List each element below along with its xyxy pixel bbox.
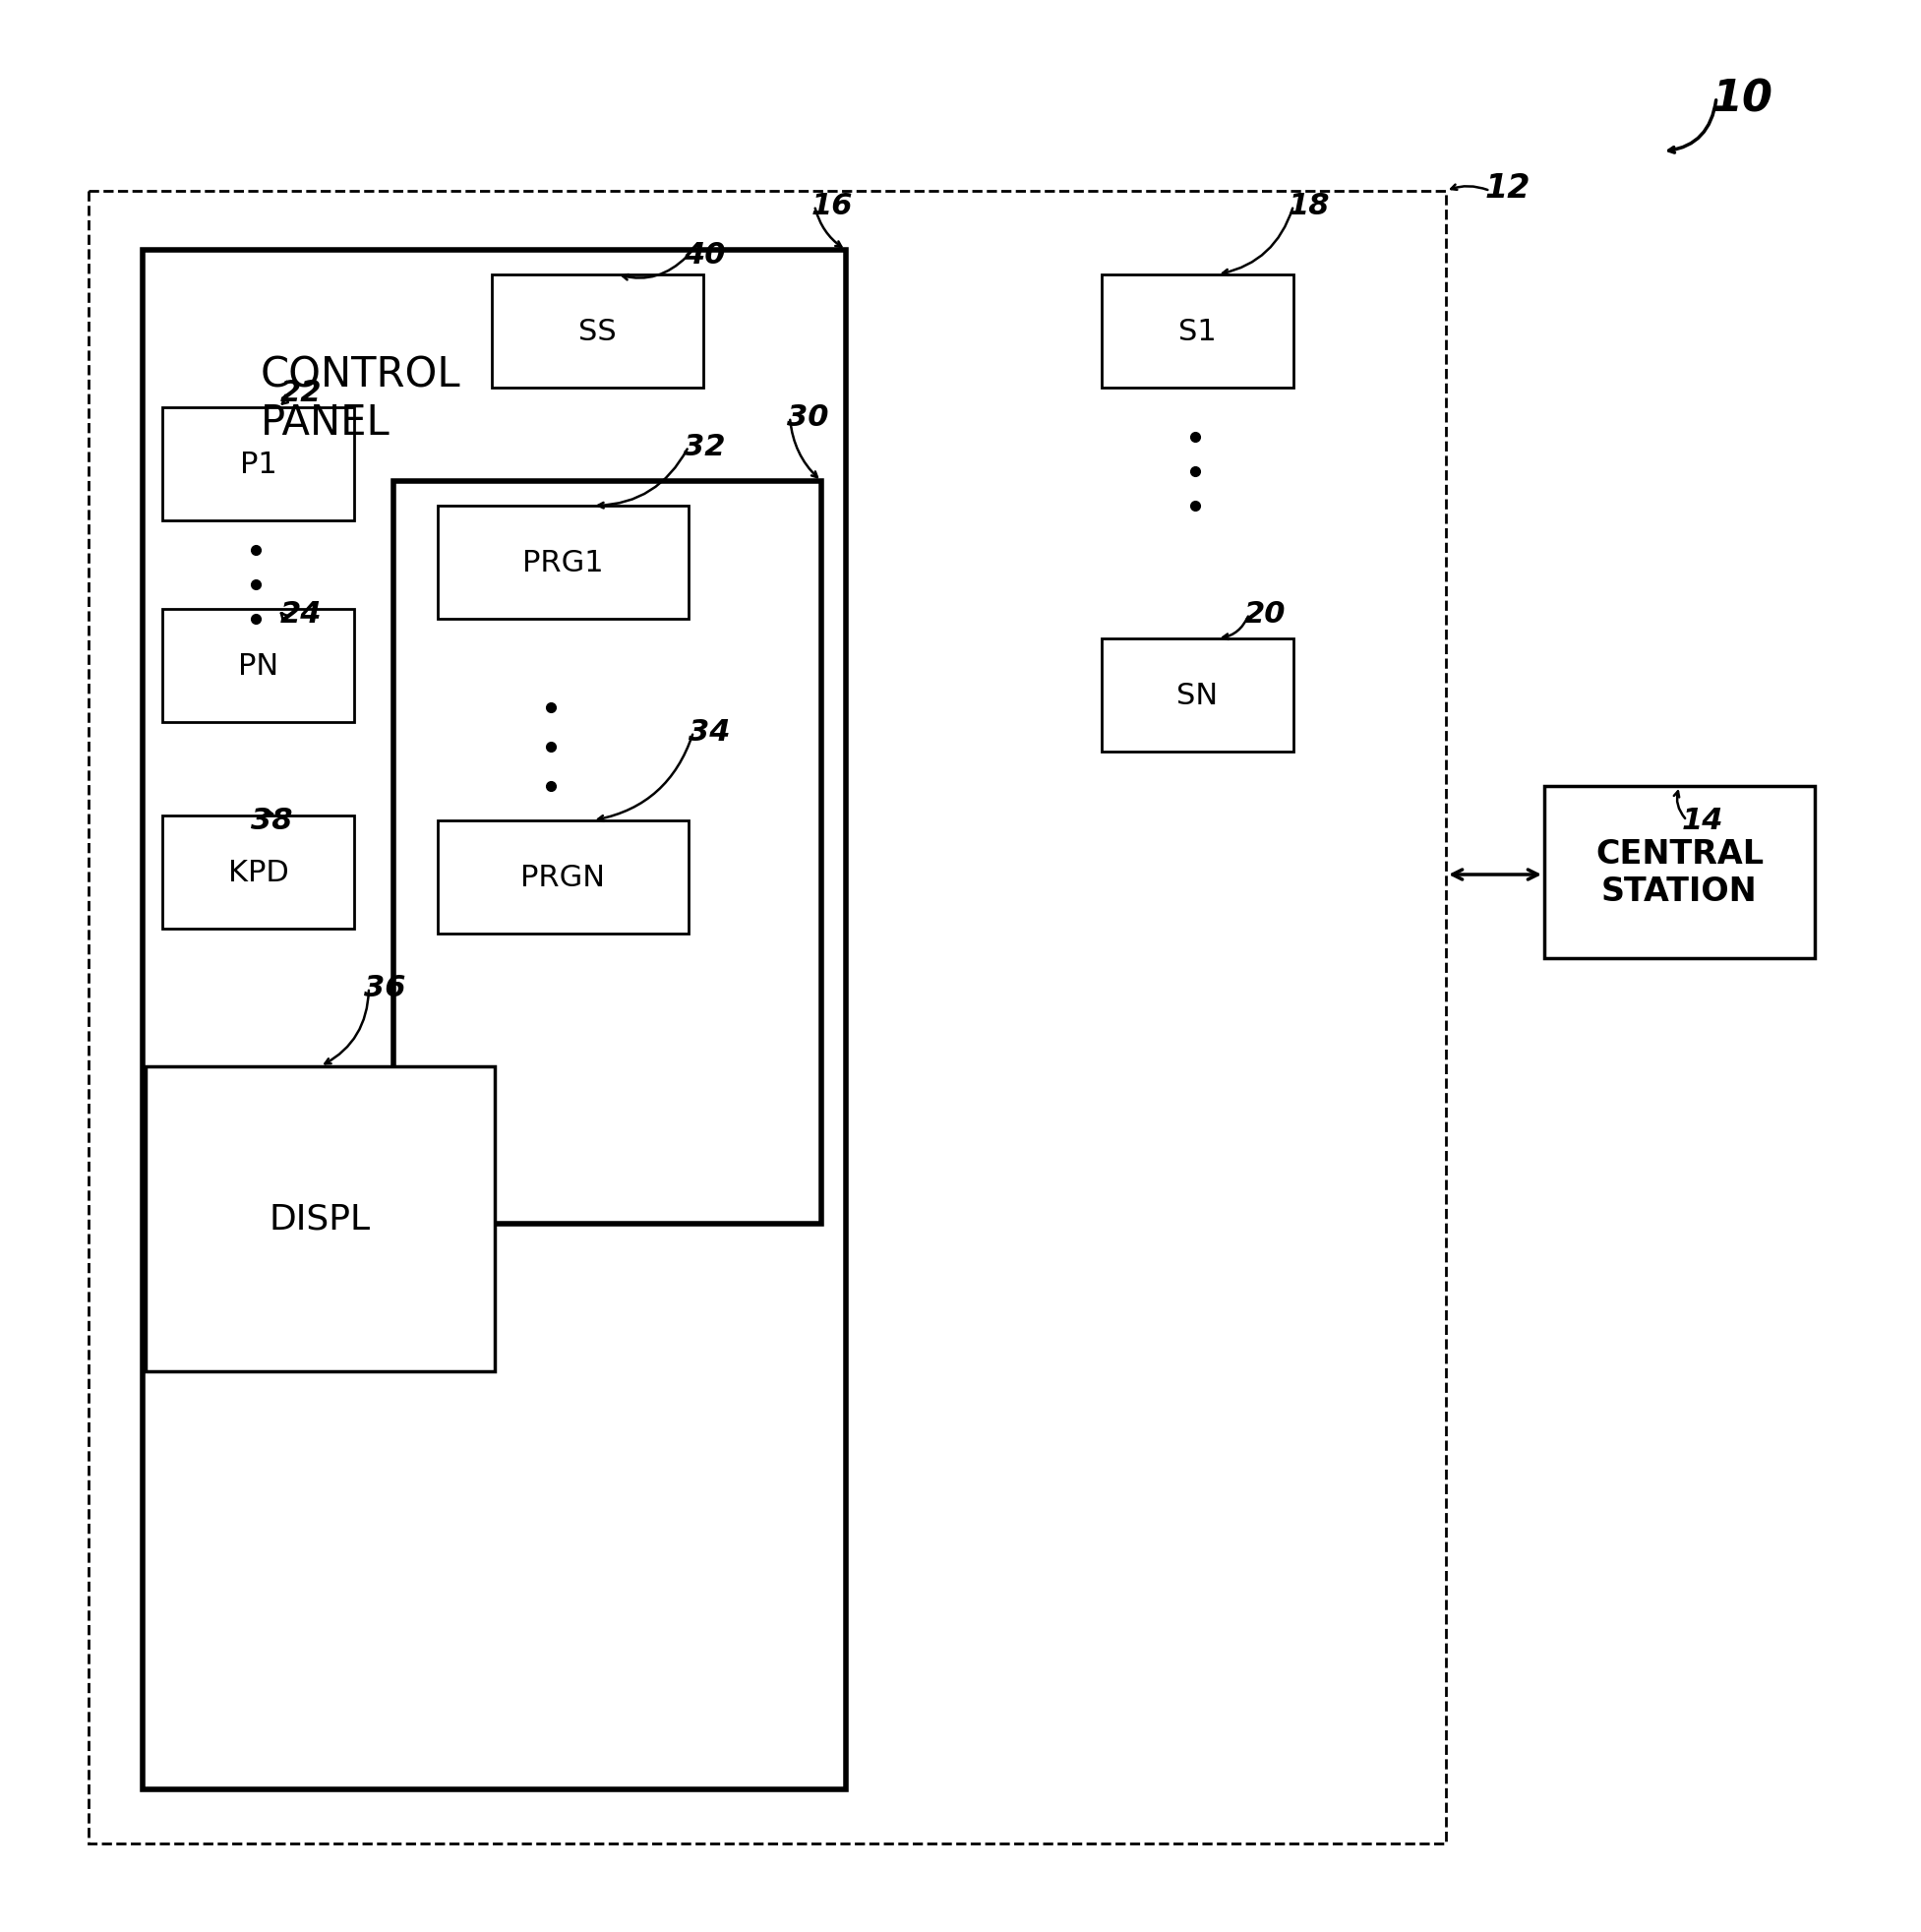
Text: 10: 10 — [1712, 79, 1773, 122]
Bar — [438, 506, 688, 620]
Bar — [492, 274, 703, 388]
Text: KPD: KPD — [229, 858, 288, 887]
Text: 40: 40 — [684, 242, 726, 269]
Text: PN: PN — [238, 651, 279, 680]
Bar — [142, 251, 845, 1789]
Bar — [1101, 274, 1293, 388]
Text: 24: 24 — [280, 599, 323, 628]
Text: SN: SN — [1178, 682, 1218, 709]
Bar — [1544, 786, 1815, 958]
Bar — [146, 1066, 496, 1372]
Text: 32: 32 — [684, 433, 726, 462]
Bar — [1101, 639, 1293, 752]
Text: S1: S1 — [1178, 317, 1216, 346]
Text: 22: 22 — [280, 379, 323, 408]
Text: 36: 36 — [363, 974, 405, 1003]
Bar — [161, 408, 353, 522]
Text: 34: 34 — [688, 719, 730, 746]
Text: 30: 30 — [788, 404, 828, 431]
Text: CONTROL
PANEL: CONTROL PANEL — [261, 354, 461, 442]
Text: 18: 18 — [1289, 191, 1331, 220]
Text: P1: P1 — [240, 450, 277, 479]
Bar — [438, 821, 688, 933]
Bar — [161, 815, 353, 929]
Bar — [161, 611, 353, 723]
Text: 20: 20 — [1245, 599, 1285, 628]
Bar — [88, 191, 1447, 1843]
Text: PRG1: PRG1 — [523, 549, 603, 578]
Text: 14: 14 — [1683, 806, 1723, 835]
Text: DISPL: DISPL — [269, 1202, 371, 1236]
Text: PRGN: PRGN — [521, 864, 605, 893]
Bar — [394, 481, 822, 1225]
Text: 16: 16 — [811, 191, 853, 220]
Text: CENTRAL
STATION: CENTRAL STATION — [1594, 838, 1763, 908]
Text: 12: 12 — [1485, 172, 1531, 205]
Text: 38: 38 — [252, 806, 292, 835]
Text: SS: SS — [578, 317, 617, 346]
